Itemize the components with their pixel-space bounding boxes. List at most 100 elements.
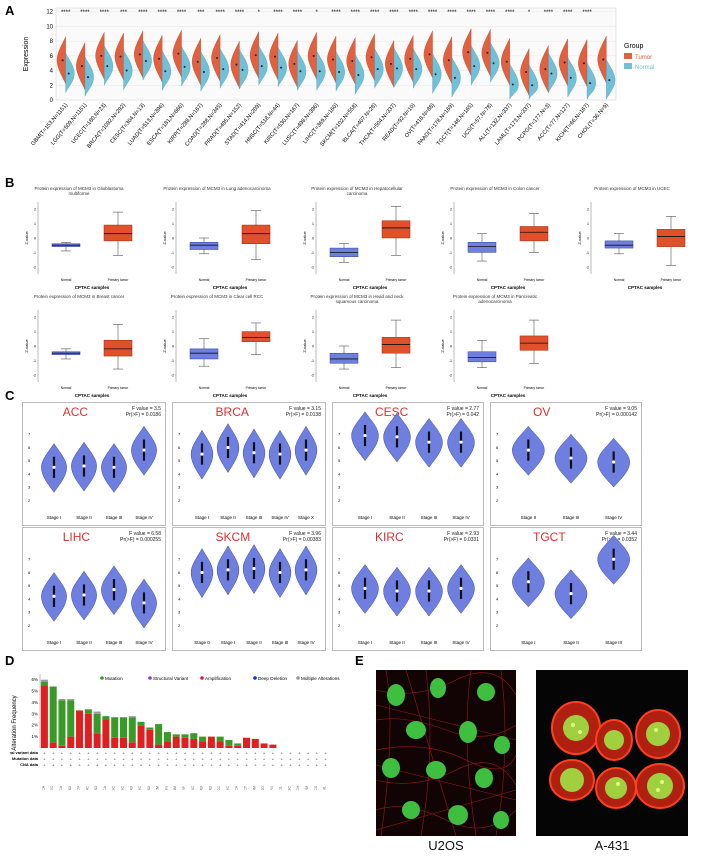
stage-median <box>363 433 367 438</box>
data-row-marker: + <box>254 751 257 756</box>
data-row-marker: + <box>280 763 283 768</box>
stage-violin-svg: 2 3 4 5 6 7 Stage I Stage II Stage III <box>496 535 630 645</box>
stage-label: Stage I <box>221 640 235 645</box>
data-row-marker: + <box>272 751 275 756</box>
y-tick-label: 2 <box>34 316 36 320</box>
significance-mark: **** <box>428 10 438 16</box>
p-value: Pr(>F) = 0.0138 <box>285 412 321 418</box>
stage-label: Stage III <box>106 640 123 645</box>
normal-label: Normal <box>199 278 210 282</box>
y-tick-label: 1% <box>31 734 38 739</box>
stage-label: Stage I <box>195 515 209 520</box>
alteration-bar-segment <box>58 700 66 746</box>
significance-mark: **** <box>293 10 303 16</box>
tumor-median <box>428 53 431 56</box>
y-tick-label: 6 <box>178 445 181 450</box>
legend-swatch-tumor <box>624 53 632 59</box>
data-row-marker: + <box>237 757 240 762</box>
y-tick-label: -1 <box>311 251 314 255</box>
stage-label: Stage II <box>76 515 92 520</box>
data-row-marker: + <box>52 763 55 768</box>
stage-label: Stage IV <box>605 515 622 520</box>
normal-violin <box>471 45 481 86</box>
y-tick-label: 3 <box>178 610 181 615</box>
normal-median <box>492 62 495 65</box>
y-tick-label: -2 <box>586 265 589 269</box>
normal-violin <box>413 48 423 89</box>
normal-violin <box>393 47 403 88</box>
x-category-label: KIRP(T=288,N=167) <box>167 102 204 145</box>
significance-mark: **** <box>331 10 341 16</box>
tumor-median <box>80 65 83 68</box>
stage-median <box>200 452 204 456</box>
tumor-median <box>351 59 354 62</box>
tumor-median <box>505 60 508 63</box>
normal-label: Normal <box>614 278 625 282</box>
tumor-label: Primary tumor <box>524 278 546 282</box>
alteration-bar-segment <box>93 711 101 714</box>
y-tick-label: -1 <box>171 359 174 363</box>
data-row-marker: + <box>149 757 152 762</box>
data-row-marker: + <box>105 757 108 762</box>
data-row-marker: + <box>52 757 55 762</box>
legend-dot <box>148 676 152 680</box>
stage-violin-panel: ACC F value = 3.5 Pr(>F) = 0.0186 2 3 4 5 6 7 Sta… <box>22 402 166 526</box>
alteration-bar-segment <box>181 737 189 748</box>
y-tick-label: 7 <box>338 557 341 562</box>
y-tick-label: 0 <box>450 345 452 349</box>
tumor-median <box>216 57 219 60</box>
stage-violin-svg: 2 3 4 5 6 7 Stage II Stage III Stage IV <box>496 425 630 520</box>
normal-median <box>608 79 611 82</box>
normal-violin <box>567 57 577 98</box>
normal-violin <box>451 57 461 98</box>
alteration-bar-segment <box>216 736 224 742</box>
boxplot-ylabel: Z-value <box>302 231 307 245</box>
tumor-median <box>119 55 122 58</box>
data-row-marker: + <box>184 757 187 762</box>
stage-violin-panel: KIRC F value = 2.93 Pr(>F) = 0.0331 2 3 4 5 6 7 S… <box>332 527 484 651</box>
tumor-box <box>656 229 686 247</box>
y-tick-label: 1 <box>450 330 452 334</box>
normal-median <box>531 84 534 87</box>
y-tick-label: 2 <box>338 498 341 503</box>
y-tick-label: 7 <box>178 557 181 562</box>
alteration-bar-segment <box>58 745 66 748</box>
y-tick-label: 5 <box>338 458 341 463</box>
legend-label: Mutation <box>105 676 123 681</box>
stage-median <box>226 445 230 450</box>
f-statistic: F value = 3.15 Pr(>F) = 0.0138 <box>286 406 321 418</box>
data-row-marker: + <box>193 751 196 756</box>
f-statistic: F value = 6.58 Pr(>F) = 0.000255 <box>120 531 161 543</box>
panel-d-x-labels: BRCA UCEC BLCA STAD OV LIHC LUAD ESCA HNSC CESC CO… <box>41 785 326 790</box>
significance-mark: **** <box>370 10 380 16</box>
y-tick-label: 2 <box>496 623 499 628</box>
boxplot-title: Protein expression of MCM3 in Glioblasto… <box>34 186 124 196</box>
cancer-type-label: PAAD <box>208 786 212 790</box>
normal-median <box>453 76 456 79</box>
stage-label: Stage II <box>76 640 92 645</box>
y-tick-label: 0 <box>172 345 174 349</box>
cancer-name: TGCT <box>533 530 566 544</box>
normal-median <box>260 65 263 68</box>
normal-label: Normal <box>61 386 72 390</box>
boxplot-ylabel: Z-value <box>162 231 167 245</box>
tumor-median <box>563 61 566 64</box>
y-tick-label: 5 <box>28 458 31 463</box>
stage-median <box>459 440 463 444</box>
data-row-marker: + <box>280 757 283 762</box>
tumor-box <box>381 337 411 354</box>
normal-violin <box>123 49 133 90</box>
cancer-type-label: CESC <box>120 786 124 790</box>
significance-mark: **** <box>582 10 592 16</box>
normal-violin <box>509 63 519 100</box>
alteration-bar-segment <box>181 734 189 738</box>
data-row-marker: + <box>114 763 117 768</box>
normal-violin <box>181 46 191 87</box>
data-row-marker: + <box>157 751 160 756</box>
y-tick-label: 1 <box>172 330 174 334</box>
stage-label: Stage II <box>389 515 405 520</box>
boxplot-svg: -2 -1 0 1 2 Z-value Normal Primary tumor CPTAC s… <box>440 310 549 398</box>
cancer-name: ACC <box>62 405 89 419</box>
tumor-median <box>582 62 585 65</box>
stage-violin-panel: LIHC F value = 6.58 Pr(>F) = 0.000255 2 3 4 5 6… <box>22 527 166 651</box>
